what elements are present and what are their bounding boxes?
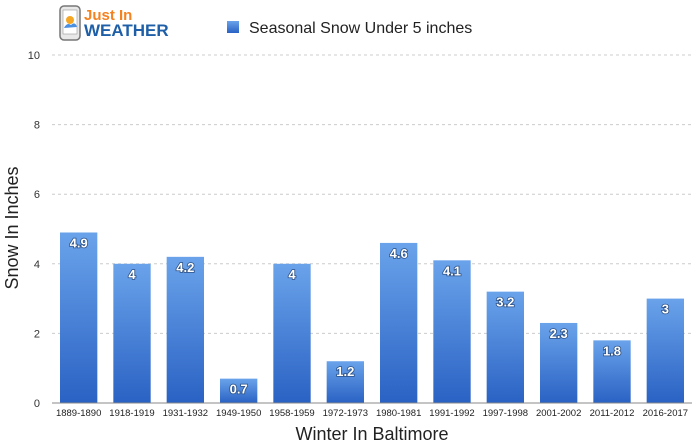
x-tick-label: 1918-1919 <box>109 408 154 419</box>
bar <box>220 378 258 403</box>
bar <box>113 263 151 403</box>
x-tick-label: 1997-1998 <box>483 408 528 419</box>
y-tick-label: 6 <box>34 189 40 201</box>
y-tick-label: 0 <box>34 398 40 410</box>
legend-swatch <box>227 21 239 33</box>
x-tick-label: 1931-1932 <box>163 408 208 419</box>
data-label: 4.2 <box>176 260 194 275</box>
data-label: 3.2 <box>496 295 514 310</box>
bar <box>166 256 204 403</box>
x-tick-label: 1949-1950 <box>216 408 261 419</box>
data-label: 1.8 <box>603 343 621 358</box>
bar <box>433 260 471 403</box>
legend: Seasonal Snow Under 5 inches <box>227 20 472 37</box>
bar <box>486 291 524 403</box>
gridlines <box>52 54 692 334</box>
y-tick-label: 10 <box>28 50 40 62</box>
legend-label: Seasonal Snow Under 5 inches <box>249 20 472 37</box>
logo-line1: Just In <box>84 7 132 24</box>
bar <box>646 298 684 403</box>
data-label: 4.9 <box>70 235 88 250</box>
x-tick-label: 1980-1981 <box>376 408 421 419</box>
bar <box>593 340 631 403</box>
x-tick-label: 2001-2002 <box>536 408 581 419</box>
x-axis-title: Winter In Baltimore <box>295 424 448 444</box>
data-label: 3 <box>662 302 669 317</box>
data-label: 4 <box>128 267 136 282</box>
x-tick-label: 1991-1992 <box>429 408 474 419</box>
data-label: 4.1 <box>443 263 461 278</box>
y-axis-ticks: 0 2 4 6 8 10 <box>28 50 40 410</box>
bars <box>60 232 684 403</box>
bar <box>273 263 311 403</box>
data-label: 0.7 <box>230 382 248 397</box>
bar <box>380 242 418 403</box>
bar <box>326 361 364 403</box>
x-tick-label: 2016-2017 <box>643 408 688 419</box>
y-tick-label: 2 <box>34 328 40 340</box>
data-label: 2.3 <box>550 326 568 341</box>
logo-line2: WEATHER <box>84 21 169 40</box>
data-label: 4 <box>288 267 296 282</box>
data-labels: 4.9 4 4.2 0.7 4 1.2 4.6 4.1 3.2 2.3 1.8 3 <box>69 235 670 398</box>
bar <box>60 232 98 403</box>
x-tick-label: 1889-1890 <box>56 408 101 419</box>
x-axis-ticks: 1889-1890 1918-1919 1931-1932 1949-1950 1958… <box>56 408 688 419</box>
y-tick-label: 4 <box>34 259 40 271</box>
y-axis-title: Snow In Inches <box>2 166 22 289</box>
x-tick-label: 1958-1959 <box>269 408 314 419</box>
data-label: 4.6 <box>390 246 408 261</box>
x-tick-label: 2011-2012 <box>590 408 635 419</box>
x-tick-label: 1972-1973 <box>323 408 368 419</box>
bar <box>540 322 578 403</box>
y-tick-label: 8 <box>34 120 40 132</box>
just-in-weather-logo: Just In WEATHER <box>59 5 169 41</box>
data-label: 1.2 <box>336 364 354 379</box>
